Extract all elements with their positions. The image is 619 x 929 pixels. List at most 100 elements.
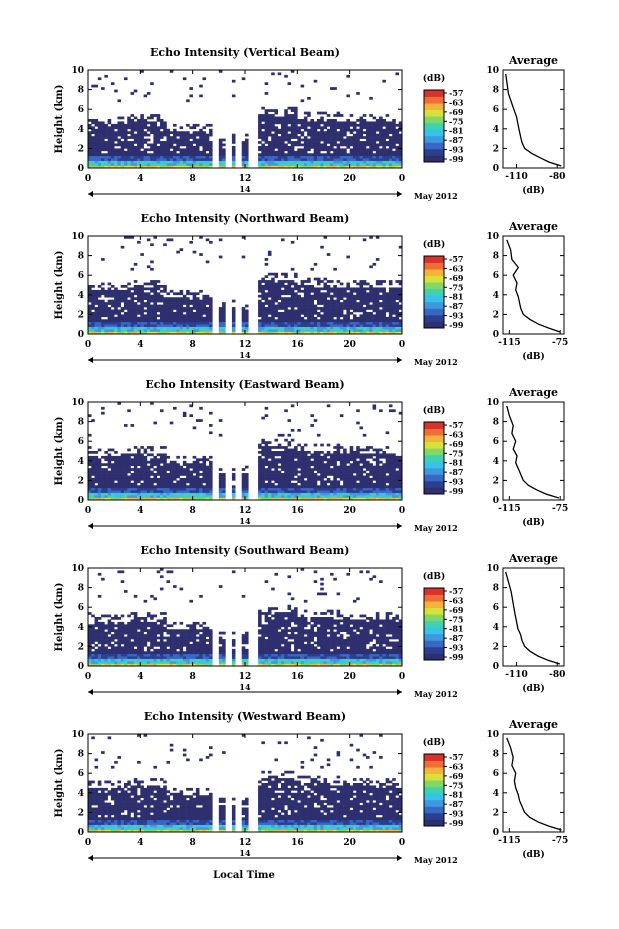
heatmap-cell — [343, 133, 347, 137]
heatmap-cell — [359, 319, 364, 323]
heatmap-cell — [127, 141, 131, 144]
heatmap-cell — [313, 141, 318, 144]
heatmap-cell — [287, 460, 292, 464]
heatmap-cell — [385, 150, 390, 154]
heatmap-cell — [127, 311, 131, 315]
heatmap-cell — [359, 321, 364, 325]
heatmap-cell — [231, 141, 236, 144]
heatmap-cell — [330, 329, 334, 332]
heatmap-cell — [150, 287, 154, 291]
heatmap-cell — [107, 163, 112, 166]
heatmap-cell — [120, 468, 125, 471]
heatmap-cell — [300, 321, 305, 325]
heatmap-cell — [339, 158, 344, 161]
heatmap-cell — [330, 492, 334, 496]
heatmap-cell — [313, 321, 318, 325]
heatmap-cell — [261, 277, 265, 281]
heatmap-cell — [231, 79, 236, 83]
heatmap-cell — [258, 311, 262, 315]
heatmap-cell — [313, 451, 318, 454]
heatmap-cell — [330, 480, 334, 484]
heatmap-cell — [88, 133, 92, 137]
heatmap-cell — [130, 287, 135, 291]
heatmap-cell — [320, 143, 324, 147]
heatmap-cell — [274, 158, 279, 161]
heatmap-cell — [114, 304, 118, 308]
heatmap-cell — [104, 477, 108, 481]
heatmap-cell — [218, 497, 223, 501]
heatmap-cell — [284, 451, 288, 454]
heatmap-cell — [294, 131, 298, 134]
heatmap-cell — [284, 465, 288, 469]
heatmap-cell — [320, 475, 324, 479]
heatmap-cell — [166, 465, 171, 469]
heatmap-cell — [392, 160, 396, 164]
heatmap-cell — [146, 490, 151, 493]
heatmap-cell — [375, 289, 380, 293]
heatmap-cell — [274, 451, 279, 454]
heatmap-cell — [133, 121, 138, 125]
heatmap-cell — [114, 126, 118, 130]
heatmap-cell — [277, 287, 282, 291]
heatmap-cell — [231, 299, 236, 303]
heatmap-cell — [310, 473, 314, 476]
heatmap-cell — [267, 123, 272, 127]
heatmap-cell — [323, 319, 328, 323]
heatmap-cell — [313, 497, 318, 501]
heatmap-cell — [277, 321, 282, 325]
heatmap-cell — [379, 473, 383, 476]
heatmap-cell — [166, 326, 171, 330]
heatmap-cell — [343, 482, 347, 486]
heatmap-cell — [382, 492, 386, 496]
heatmap-cell — [107, 495, 112, 498]
heatmap-cell — [326, 319, 331, 323]
heatmap-cell — [366, 307, 370, 310]
heatmap-cell — [366, 477, 370, 481]
heatmap-cell — [323, 282, 328, 286]
heatmap-cell — [352, 458, 357, 462]
heatmap-cell — [186, 492, 190, 496]
heatmap-cell — [369, 326, 373, 330]
heatmap-cell — [127, 155, 131, 159]
heatmap-cell — [313, 477, 318, 481]
heatmap-cell — [91, 121, 95, 125]
heatmap-cell — [388, 148, 393, 152]
heatmap-cell — [316, 307, 321, 310]
heatmap-cell — [294, 143, 298, 147]
heatmap-cell — [153, 326, 157, 330]
heatmap-cell — [169, 463, 174, 466]
heatmap-cell — [382, 307, 386, 310]
heatmap-cell — [195, 160, 200, 164]
heatmap-cell — [173, 158, 177, 161]
heatmap-cell — [333, 446, 337, 449]
heatmap-cell — [372, 155, 377, 159]
heatmap-cell — [182, 316, 187, 320]
heatmap-cell — [369, 455, 373, 459]
heatmap-cell — [91, 419, 95, 422]
heatmap-cell — [379, 297, 383, 300]
heatmap-cell — [114, 475, 118, 479]
heatmap-cell — [366, 136, 370, 139]
heatmap-cell — [91, 497, 95, 501]
heatmap-cell — [209, 490, 213, 493]
heatmap-cell — [195, 150, 200, 154]
heatmap-cell — [261, 448, 265, 452]
heatmap-cell — [123, 331, 128, 335]
heatmap-cell — [385, 158, 390, 161]
heatmap-cell — [150, 116, 154, 120]
heatmap-cell — [375, 326, 380, 330]
heatmap-cell — [127, 150, 131, 154]
heatmap-cell — [173, 155, 177, 159]
heatmap-cell — [88, 126, 92, 130]
heatmap-cell — [392, 165, 396, 169]
heatmap-cell — [245, 473, 249, 476]
heatmap-cell — [107, 145, 112, 149]
heatmap-cell — [120, 128, 125, 132]
heatmap-cell — [280, 116, 285, 120]
heatmap-cell — [202, 299, 207, 303]
heatmap-cell — [91, 128, 95, 132]
heatmap-cell — [330, 309, 334, 313]
heatmap-cell — [127, 165, 131, 169]
heatmap-cell — [231, 150, 236, 154]
heatmap-cell — [127, 307, 131, 310]
